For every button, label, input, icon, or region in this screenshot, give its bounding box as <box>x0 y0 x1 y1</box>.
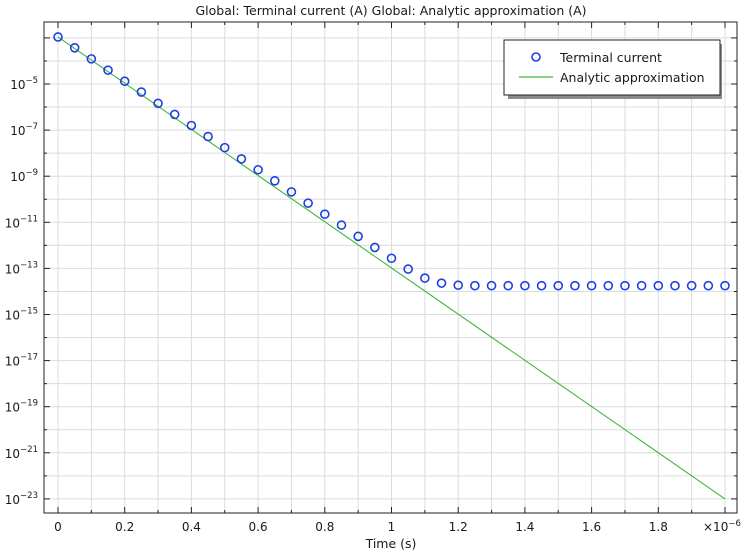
terminal-current-point <box>186 120 197 131</box>
terminal-current-point <box>236 154 247 164</box>
terminal-current-point <box>336 220 347 230</box>
terminal-current-point <box>69 43 80 53</box>
analytic-approximation-line <box>57 36 726 500</box>
terminal-current-point <box>636 280 647 291</box>
y-tick-label: 10−11 <box>5 214 38 230</box>
plot-frame <box>43 21 738 514</box>
x-tick-label: 1.4 <box>515 520 534 534</box>
terminal-current-point <box>153 98 163 109</box>
x-axis-label: Time (s) <box>365 536 417 551</box>
y-tick-label: 10−7 <box>10 122 38 138</box>
terminal-current-point <box>403 264 413 274</box>
terminal-current-point <box>603 280 614 291</box>
y-tick-label: 10−15 <box>5 307 38 323</box>
legend-label-terminal-current: Terminal current <box>559 50 662 65</box>
terminal-current-point <box>219 142 230 153</box>
chart-title: Global: Terminal current (A) Global: Ana… <box>195 3 586 18</box>
terminal-current-point <box>553 280 564 291</box>
y-tick-label: 10−9 <box>10 168 38 184</box>
x-tick-label: 0.2 <box>115 520 134 534</box>
terminal-current-point <box>486 280 497 291</box>
terminal-current-point <box>453 280 464 291</box>
terminal-current-point <box>86 54 97 64</box>
terminal-current-point <box>653 280 664 291</box>
y-tick-label: 10−17 <box>5 353 38 369</box>
terminal-current-point <box>303 198 313 208</box>
terminal-current-point <box>420 273 430 283</box>
x-tick-label: 1.6 <box>582 520 601 534</box>
x-tick-label: 1.8 <box>649 520 668 534</box>
x-tick-label: 0 <box>54 520 62 534</box>
terminal-current-point <box>703 280 714 291</box>
terminal-current-point <box>53 32 63 42</box>
x-tick-label: 1 <box>388 520 396 534</box>
terminal-current-point <box>203 131 213 142</box>
series-analytic-approximation <box>57 36 726 500</box>
y-tick-label: 10−21 <box>5 445 38 461</box>
terminal-current-point <box>536 280 547 291</box>
terminal-current-point <box>520 280 530 291</box>
terminal-current-point <box>586 280 597 291</box>
terminal-current-point <box>169 109 180 120</box>
terminal-current-point <box>670 280 680 291</box>
legend-marker-terminal-current <box>531 52 541 62</box>
terminal-current-point <box>269 176 280 186</box>
x-tick-label: 1.2 <box>449 520 468 534</box>
legend-box <box>503 39 721 96</box>
y-tick-label: 10−5 <box>10 76 38 92</box>
terminal-current-point <box>570 280 580 291</box>
series-terminal-current <box>53 32 730 291</box>
x-axis: 0 0.2 0.4 0.6 0.8 1 1.2 1.4 1.6 1.8 <box>54 22 726 534</box>
terminal-current-point <box>470 280 480 291</box>
y-tick-label: 10−19 <box>5 399 38 415</box>
x-tick-label: 0.6 <box>249 520 268 534</box>
legend: Terminal current Analytic approximation <box>503 39 722 99</box>
legend-label-analytic-approximation: Analytic approximation <box>560 70 705 85</box>
y-tick-label: 10−13 <box>5 260 38 276</box>
terminal-current-point <box>353 231 363 242</box>
terminal-current-point <box>386 253 397 264</box>
terminal-current-point <box>436 278 447 288</box>
terminal-current-point <box>370 242 380 253</box>
y-axis: 10−5 10−7 10−9 10−11 10−13 10−15 10−17 10−19 10−… <box>5 37 737 507</box>
x-tick-label: 0.8 <box>315 520 334 534</box>
x-multiplier: ×10−6 <box>703 519 741 534</box>
terminal-current-point <box>286 187 297 197</box>
terminal-current-point <box>103 65 113 75</box>
terminal-current-point <box>620 280 630 291</box>
terminal-current-point <box>119 76 130 87</box>
terminal-current-point <box>503 280 514 291</box>
terminal-current-point <box>253 164 263 175</box>
y-tick-label: 10−23 <box>5 491 38 507</box>
x-tick-label: 0.4 <box>182 520 201 534</box>
terminal-current-point <box>686 280 697 291</box>
terminal-current-point <box>319 209 330 220</box>
terminal-current-point <box>136 87 147 97</box>
terminal-current-point <box>720 280 730 291</box>
